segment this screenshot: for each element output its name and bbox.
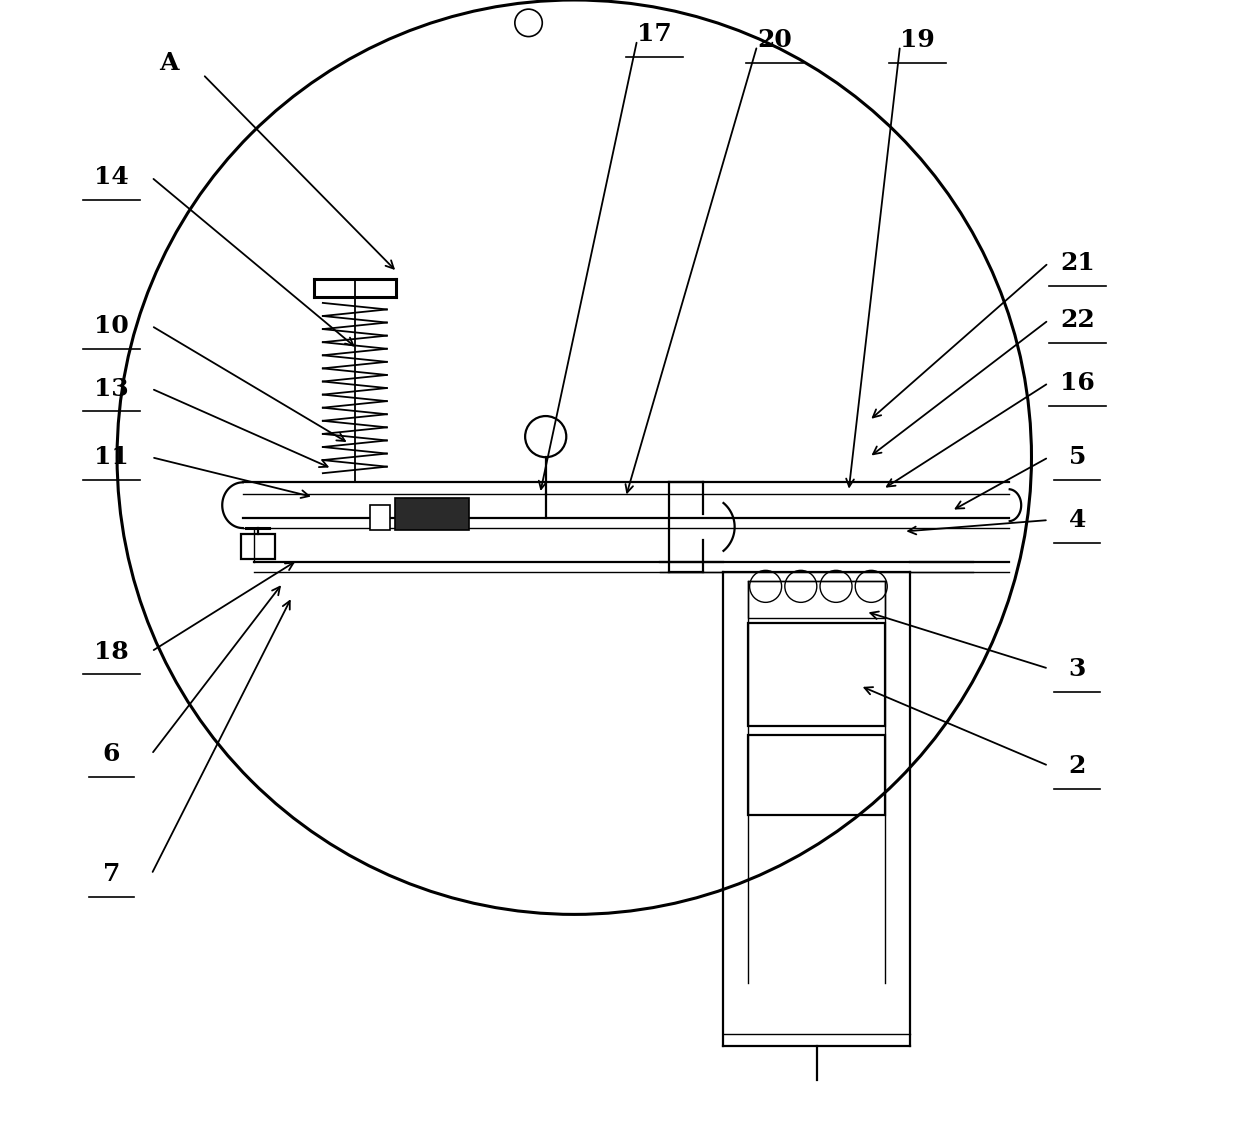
Bar [370,505,391,530]
Text: 4: 4 [1069,509,1086,531]
Bar [748,581,885,618]
Text: A: A [159,51,179,74]
Text: 10: 10 [94,314,129,337]
Text: 2: 2 [1069,754,1086,777]
Bar [748,623,885,726]
Bar [241,534,275,559]
Text: 18: 18 [94,640,129,663]
Text: 16: 16 [1060,371,1095,394]
Text: 6: 6 [103,743,120,766]
Text: 11: 11 [94,446,129,469]
Text: 7: 7 [103,863,120,886]
Text: 5: 5 [1069,446,1086,469]
Bar [394,498,469,530]
Text: 14: 14 [94,166,129,189]
Text: 21: 21 [1060,251,1095,274]
Text: 20: 20 [756,29,791,51]
Text: 17: 17 [637,23,672,46]
Text: 3: 3 [1069,657,1086,680]
Text: 13: 13 [94,377,129,400]
Bar [748,735,885,815]
Text: 19: 19 [900,29,935,51]
Text: 22: 22 [1060,309,1095,331]
